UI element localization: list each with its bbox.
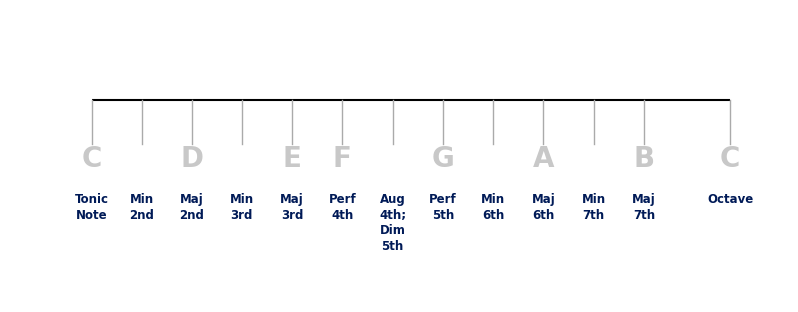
Text: Min
6th: Min 6th xyxy=(481,193,505,222)
Text: B: B xyxy=(634,145,654,173)
Text: C: C xyxy=(81,145,102,173)
Text: D: D xyxy=(180,145,203,173)
Text: Min
7th: Min 7th xyxy=(582,193,606,222)
Text: Min
2nd: Min 2nd xyxy=(129,193,155,222)
Text: Maj
7th: Maj 7th xyxy=(632,193,656,222)
Text: Maj
6th: Maj 6th xyxy=(531,193,555,222)
Text: Min
3rd: Min 3rd xyxy=(230,193,254,222)
Text: Perf
5th: Perf 5th xyxy=(429,193,456,222)
Text: Tonic
Note: Tonic Note xyxy=(75,193,109,222)
Text: G: G xyxy=(432,145,454,173)
Text: Octave: Octave xyxy=(707,193,753,207)
Text: C: C xyxy=(720,145,741,173)
Text: F: F xyxy=(333,145,352,173)
Text: Aug
4th;
Dim
5th: Aug 4th; Dim 5th xyxy=(379,193,406,253)
Text: E: E xyxy=(282,145,302,173)
Text: Maj
3rd: Maj 3rd xyxy=(280,193,304,222)
Text: Maj
2nd: Maj 2nd xyxy=(179,193,204,222)
Text: A: A xyxy=(533,145,554,173)
Text: Perf
4th: Perf 4th xyxy=(329,193,356,222)
